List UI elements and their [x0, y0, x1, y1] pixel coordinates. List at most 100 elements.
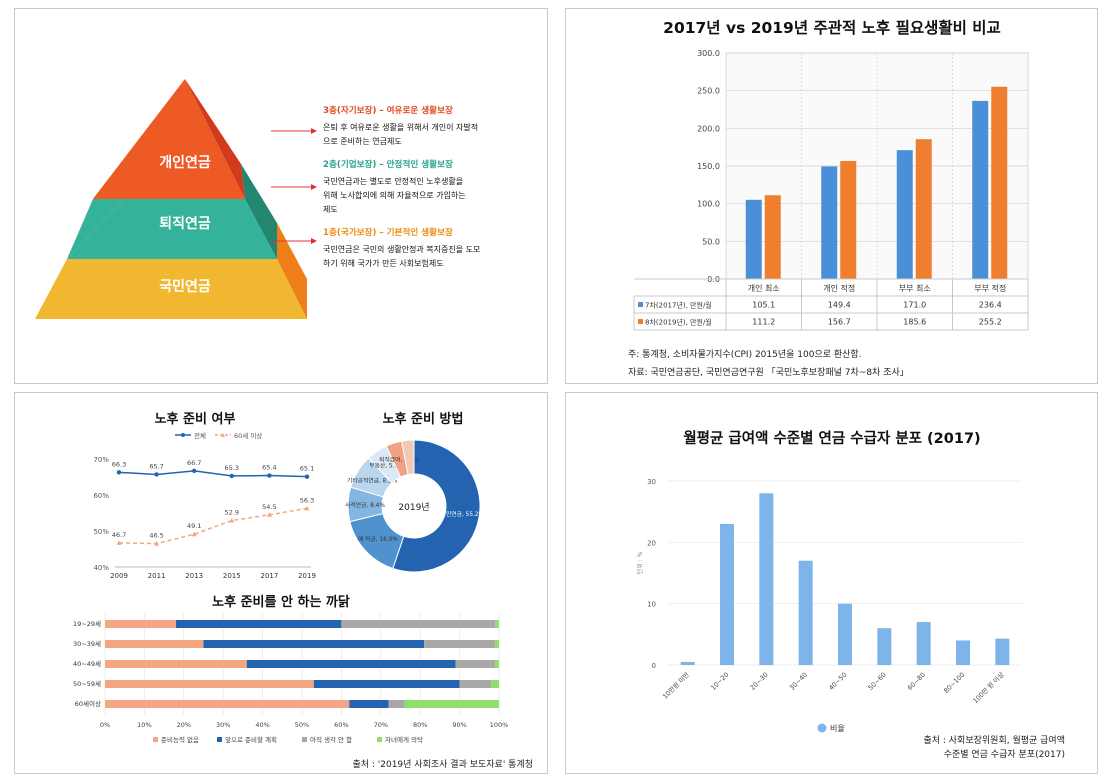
tier-title: 3층(자기보장) – 여유로운 생활보장	[323, 104, 453, 116]
data-label: 65.7	[149, 462, 163, 470]
data-label: 171.0	[903, 301, 926, 310]
legend-swatch	[377, 737, 382, 742]
point-60plus	[116, 540, 122, 545]
slice-label: 퇴직급여, 3.9%	[379, 455, 419, 463]
bar	[956, 640, 970, 665]
point-total	[116, 470, 122, 475]
pyramid-tier3-side	[185, 79, 245, 199]
x-tick-label: 70%	[374, 721, 388, 729]
point-60plus	[266, 512, 272, 517]
slice-label: 부동산, 5.2%	[369, 461, 404, 469]
stack-segment	[424, 640, 496, 648]
data-label: 65.3	[225, 464, 239, 472]
point-total	[229, 473, 234, 479]
data-label: 105.1	[752, 301, 775, 310]
x-tick-label: 60%	[334, 721, 348, 729]
stack-segment	[495, 620, 499, 628]
legend-label: 아직 생각 안 함	[310, 735, 352, 744]
data-label: 66.3	[112, 460, 126, 468]
y-tick-label: 250.0	[697, 87, 720, 96]
y-tick-label: 40%	[93, 564, 109, 572]
readiness-line-chart: 40% 50% 60% 70% 2009 2011 2013 2015 2017 2019 66.3…	[93, 456, 315, 580]
pyramid-tier2-side	[241, 164, 277, 259]
point-60plus	[304, 505, 310, 511]
point-total	[192, 468, 197, 474]
slice-label: 기타공적연금, 8.3%	[347, 476, 398, 484]
point-total	[304, 474, 310, 479]
legend-swatch	[153, 737, 158, 742]
pyramid-tier3-left	[93, 79, 185, 199]
tier-desc-line: 은퇴 후 여유로운 생활을 위해서 개인이 자발적	[323, 122, 478, 132]
tier-desc-line: 국민연금은 국민의 생활안정과 복지증진을 도모	[323, 244, 480, 254]
bar	[720, 523, 734, 665]
pension-distribution-panel: 월평균 급여액 수준별 연금 수급자 분포 (2017) 0 10 20 30 단위 :…	[565, 392, 1098, 774]
arrow-tier1	[271, 238, 317, 244]
source-line-1: 출처 : 사회보장위원회, 월평균 급여액	[923, 734, 1065, 746]
y-tick-label: 200.0	[697, 124, 720, 133]
tier-desc-line: 제도	[323, 205, 338, 214]
x-tick-label: 50~60	[867, 671, 888, 692]
donut-title: 노후 준비 방법	[383, 411, 464, 427]
x-tick-label: 2013	[185, 572, 203, 580]
data-label: 49.1	[187, 522, 201, 530]
stack-segment	[105, 700, 350, 708]
reasons-stacked-bar: 0% 10% 20% 30% 40% 50% 60% 70% 80% 90% 100% 19~29세 3…	[73, 613, 508, 744]
y-tick-label: 0	[652, 662, 656, 670]
x-tick-label: 30%	[216, 721, 230, 729]
stack-segment	[495, 640, 499, 648]
legend-60plus: 60세 이상	[234, 431, 262, 440]
bar	[838, 603, 852, 665]
tier-title: 1층(국가보장) – 기본적인 생활보장	[323, 226, 453, 238]
bar	[759, 493, 774, 665]
bar	[821, 166, 838, 279]
method-donut-chart: 국민연금, 55.2% 예·적금, 16.0% 사적연금, 8.4% 기타공적연금, …	[345, 439, 485, 573]
stack-segment	[105, 620, 176, 628]
pyramid-tier1-side	[277, 223, 307, 319]
data-label: 156.7	[828, 318, 851, 327]
x-tick-label: 2009	[110, 572, 128, 580]
bar	[896, 150, 913, 279]
legend-label: 자녀에게 의탁	[385, 735, 423, 744]
legend-swatch	[302, 737, 307, 742]
x-tick-label: 60~80	[906, 671, 927, 692]
living-cost-chart-panel: 2017년 vs 2019년 주관적 노후 필요생활비 비교 0.0 50.0 10…	[565, 8, 1098, 384]
source-line-2: 수준별 연금 수급자 분포(2017)	[944, 749, 1065, 760]
data-label: 255.2	[979, 318, 1002, 327]
data-label: 185.6	[903, 318, 926, 327]
category-label: 60세이상	[75, 699, 101, 708]
x-tick-label: 2015	[223, 572, 241, 580]
category-label: 40~49세	[73, 659, 101, 668]
tier-desc-line: 하기 위해 국가가 만든 사회보험제도	[323, 258, 444, 268]
bar	[972, 100, 989, 279]
x-tick-label: 80~100	[942, 671, 966, 695]
bar	[991, 86, 1008, 280]
bar	[840, 160, 857, 279]
arrow-tier2	[271, 184, 317, 190]
y-tick-label: 300.0	[697, 49, 720, 58]
x-tick-label: 10~20	[709, 671, 730, 692]
chart-note: 주: 통계청, 소비자물가지수(CPI) 2015년을 100으로 환산함.	[628, 348, 862, 360]
stack-segment	[404, 700, 499, 708]
pyramid-level-national: 국민연금	[159, 278, 211, 295]
y-tick-label: 20	[647, 539, 656, 547]
x-tick-label: 2017	[260, 572, 278, 580]
line-legend: 전체 60세 이상	[175, 431, 262, 440]
point-60plus	[191, 531, 197, 537]
data-label: 236.4	[979, 301, 1002, 310]
slice-label: 국민연금, 55.2%	[441, 510, 485, 518]
x-tick-label: 40%	[255, 721, 269, 729]
retirement-prep-charts: 노후 준비 여부 전체 60세 이상 40% 50% 60% 70% 2009 2011 2…	[73, 411, 533, 770]
bar	[877, 628, 892, 665]
chart-title: 월평균 급여액 수준별 연금 수급자 분포 (2017)	[683, 429, 980, 447]
arrow-tier3	[271, 128, 317, 134]
y-tick-label: 30	[647, 478, 656, 486]
data-label: 46.5	[149, 532, 163, 540]
slice-label: 예·적금, 16.0%	[358, 535, 398, 543]
pyramid-level-personal: 개인연금	[159, 154, 211, 171]
x-tick-label: 20%	[177, 721, 191, 729]
point-60plus	[154, 541, 160, 546]
line-chart-title: 노후 준비 여부	[155, 411, 236, 427]
category-label: 19~29세	[73, 619, 101, 628]
stack-segment	[105, 680, 314, 688]
